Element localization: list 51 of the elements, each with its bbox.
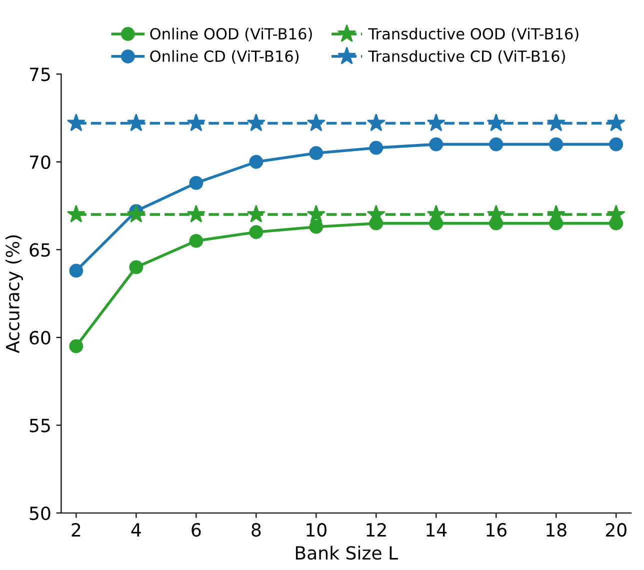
- point: [189, 234, 204, 248]
- legend-label: Online OOD (ViT-B16): [150, 28, 312, 42]
- point: [249, 154, 264, 169]
- y-tick-label: 55: [30, 418, 50, 432]
- point: [309, 220, 324, 234]
- point: [246, 114, 266, 132]
- x-tick-label: 16: [486, 523, 506, 537]
- x-tick-label: 4: [131, 523, 141, 536]
- point: [426, 114, 446, 132]
- x-axis-title: Bank Size L: [296, 546, 398, 560]
- point: [249, 225, 264, 240]
- y-tick-label: 60: [30, 330, 50, 345]
- point: [186, 204, 206, 223]
- point: [489, 137, 504, 152]
- point: [126, 204, 146, 223]
- y-tick-label: 50: [30, 506, 50, 520]
- x-tick-label: 14: [426, 523, 447, 536]
- x-tick-label: 2: [72, 523, 80, 536]
- point: [69, 339, 84, 354]
- x-tick-label: 18: [546, 523, 566, 537]
- point: [66, 114, 86, 132]
- point: [309, 146, 324, 160]
- point: [66, 204, 86, 223]
- x-tick-label: 10: [306, 523, 326, 537]
- y-tick-label: 65: [30, 243, 50, 257]
- y-axis-title: Accuracy (%): [5, 235, 23, 354]
- x-tick-label: 6: [192, 523, 201, 537]
- point: [546, 114, 566, 132]
- point: [486, 114, 506, 132]
- legend-label: Transductive OOD (ViT-B16): [368, 28, 578, 42]
- point: [606, 114, 626, 132]
- point: [369, 140, 384, 155]
- x-tick-label: 12: [366, 523, 386, 536]
- legend-label: Transductive CD (ViT-B16): [368, 50, 565, 64]
- point: [129, 260, 144, 274]
- point: [306, 204, 326, 223]
- point: [69, 264, 84, 278]
- x-tick-label: 8: [252, 523, 261, 537]
- point: [306, 114, 326, 132]
- point: [189, 176, 204, 190]
- point: [366, 114, 386, 132]
- point: [429, 137, 444, 152]
- point: [549, 137, 564, 152]
- legend-label: Online CD (ViT-B16): [150, 50, 299, 64]
- point: [246, 204, 266, 223]
- point: [609, 137, 624, 152]
- point: [126, 114, 146, 132]
- y-tick-label: 75: [30, 68, 50, 82]
- y-tick-label: 70: [30, 155, 50, 169]
- point: [186, 114, 206, 132]
- x-tick-label: 20: [606, 523, 626, 537]
